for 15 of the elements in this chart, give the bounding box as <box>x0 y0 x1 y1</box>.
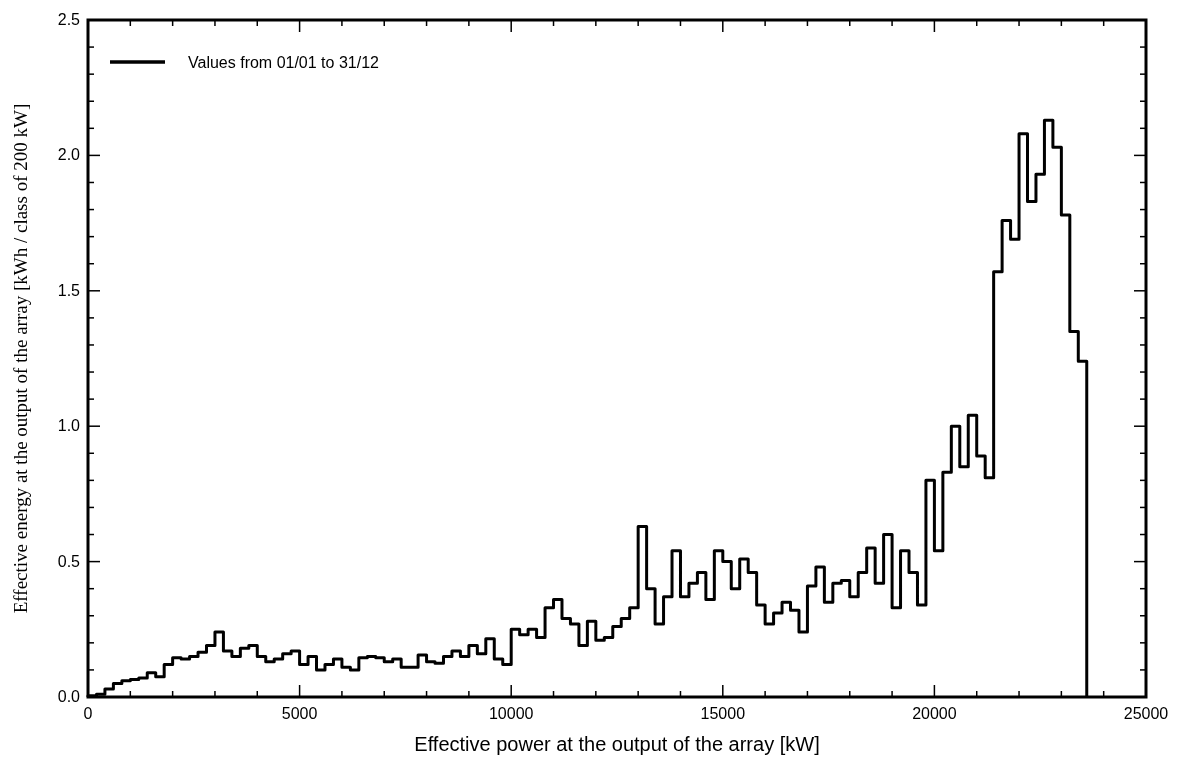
y-tick-label: 1.0 <box>57 417 81 435</box>
y-tick-label: 0.5 <box>57 552 81 570</box>
x-axis-title: Effective power at the output of the array [kW] <box>414 733 820 755</box>
x-tick-label: 25000 <box>1123 705 1169 722</box>
x-tick-label: 10000 <box>488 705 534 722</box>
y-tick-label: 0.0 <box>57 688 81 705</box>
y-axis-title: Effective energy at the output of the array [kWh / class of 200 kW] <box>10 103 31 614</box>
y-tick-label: 2.5 <box>57 11 81 28</box>
legend-label: Values from 01/01 to 31/12 <box>188 54 380 71</box>
y-tick-label: 2.0 <box>57 146 81 164</box>
x-tick-label: 0 <box>83 705 93 722</box>
x-tick-label: 20000 <box>912 705 957 722</box>
x-tick-label: 15000 <box>700 705 746 722</box>
x-tick-label: 5000 <box>281 705 318 722</box>
y-tick-label: 1.5 <box>57 281 81 299</box>
